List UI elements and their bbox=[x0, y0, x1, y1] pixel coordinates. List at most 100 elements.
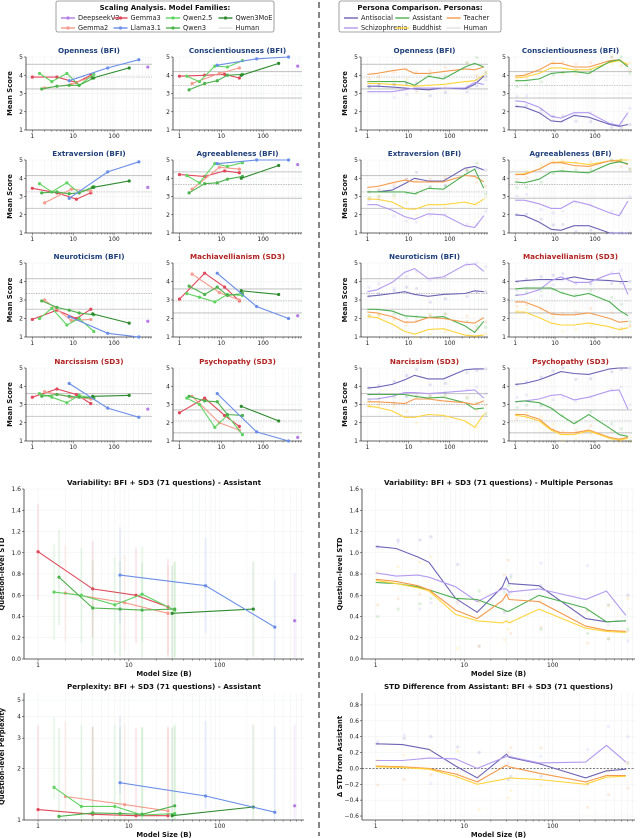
legend-label: Human bbox=[464, 24, 488, 32]
scatter-point bbox=[475, 180, 479, 184]
series-llama31 bbox=[67, 315, 141, 339]
y-tick-label: 3 bbox=[166, 402, 170, 409]
scatter-point bbox=[539, 217, 543, 221]
scatter-point bbox=[396, 596, 400, 601]
chart-title: Variability: BFI + SD3 (71 questions) - … bbox=[67, 478, 262, 487]
scatter-point bbox=[392, 193, 396, 197]
scatter-point bbox=[414, 395, 419, 400]
series-llama31 bbox=[215, 391, 291, 443]
scatter-point bbox=[367, 80, 371, 84]
data-point bbox=[203, 584, 208, 588]
scatter-point bbox=[465, 396, 469, 400]
y-tick-label: 2 bbox=[354, 109, 358, 116]
scatter-point bbox=[465, 61, 469, 65]
scatter-point bbox=[509, 573, 513, 577]
scatter-point bbox=[402, 736, 406, 740]
scatter-point bbox=[377, 187, 381, 191]
scatter-point bbox=[539, 163, 543, 167]
scatter-point bbox=[515, 304, 519, 308]
data-point bbox=[185, 291, 189, 296]
data-point bbox=[177, 74, 182, 78]
scatter-point bbox=[515, 177, 519, 181]
data-point bbox=[273, 625, 277, 629]
scatter-point bbox=[589, 61, 593, 65]
data-point bbox=[277, 292, 281, 297]
scatter-point bbox=[539, 168, 543, 173]
data-point bbox=[52, 785, 56, 789]
y-tick-label: 4 bbox=[354, 175, 358, 182]
scatter-point bbox=[574, 119, 578, 123]
scatter-point bbox=[626, 629, 630, 633]
data-point bbox=[237, 424, 241, 428]
series-qwen3moe bbox=[91, 312, 131, 325]
data-point bbox=[203, 399, 207, 403]
data-point bbox=[55, 190, 59, 194]
data-point bbox=[74, 392, 79, 397]
series-line bbox=[217, 159, 289, 165]
data-point bbox=[197, 295, 202, 299]
scatter-point bbox=[626, 639, 630, 643]
data-point bbox=[203, 182, 207, 186]
scatter-point bbox=[414, 213, 419, 217]
chart-panel: 1 2 3 4 5 1 10 100 Narcissism (SD3) Mean Score bbox=[6, 357, 152, 451]
chart-title: Extraversion (BFI) bbox=[52, 149, 125, 158]
chart-panel: 1 2 3 4 5 1 10 100 Psychopathy (SD3) bbox=[502, 357, 632, 451]
scatter-point bbox=[515, 84, 519, 89]
data-point bbox=[293, 619, 297, 623]
series-gemma2 bbox=[190, 272, 241, 302]
x-tick-label: 1 bbox=[513, 340, 517, 347]
data-point bbox=[187, 191, 191, 195]
series-schizophrenia bbox=[367, 197, 488, 229]
chart-title: Variability: BFI + SD3 (71 questions) - … bbox=[384, 478, 613, 487]
data-point bbox=[37, 71, 42, 76]
y-tick-label: 0.4 bbox=[349, 614, 359, 621]
scatter-point bbox=[539, 67, 543, 71]
scatter-point bbox=[619, 281, 623, 285]
scatter-point bbox=[367, 77, 371, 81]
scatter-point bbox=[428, 177, 432, 181]
scatter-point bbox=[539, 627, 543, 631]
chart-panel: 1 2 3 4 5 1 10 100 Extraversion (BFI) Mean Score bbox=[6, 149, 152, 243]
data-point bbox=[118, 607, 122, 611]
scatter-point bbox=[628, 324, 632, 328]
scatter-point bbox=[561, 366, 565, 370]
data-point bbox=[177, 297, 182, 301]
series-qwen25 bbox=[185, 59, 245, 84]
legend-item: Llama3.1 bbox=[113, 24, 161, 32]
grid bbox=[24, 693, 304, 821]
legend-item: Buddhist bbox=[395, 24, 442, 32]
data-point bbox=[43, 390, 47, 394]
scatter-point bbox=[606, 623, 611, 627]
y-axis-label: Mean Score bbox=[341, 277, 349, 322]
series-teacher bbox=[367, 311, 488, 331]
scatter-point bbox=[539, 275, 543, 279]
scatter-point bbox=[585, 563, 590, 568]
scatter-point bbox=[404, 219, 409, 223]
scatter-point bbox=[506, 584, 511, 588]
legend-legend_left: Scaling Analysis. Model Families: Deepsee… bbox=[55, 0, 275, 33]
data-point bbox=[223, 285, 227, 289]
y-axis-label: Δ STD from Assistant bbox=[336, 715, 344, 797]
scatter-point bbox=[475, 408, 479, 412]
scatter-point bbox=[574, 112, 578, 116]
scatter-point bbox=[484, 71, 488, 75]
x-tick-label: 1 bbox=[178, 236, 182, 243]
legend-legend_right: Persona Comparison. Personas: Antisocial A… bbox=[338, 0, 502, 33]
scatter-point bbox=[626, 761, 630, 765]
x-tick-label: 10 bbox=[69, 236, 77, 243]
series-assistant bbox=[515, 158, 632, 190]
chart-title: Machiavellianism (SD3) bbox=[523, 252, 618, 261]
scatter-point bbox=[429, 535, 433, 539]
scatter-point bbox=[367, 198, 371, 202]
data-point bbox=[65, 181, 69, 185]
legend-marker bbox=[118, 16, 123, 20]
scatter-point bbox=[443, 381, 447, 385]
scatter-point bbox=[475, 55, 479, 60]
series-line bbox=[515, 100, 629, 127]
scatter-point bbox=[610, 295, 614, 300]
series-qwen3moe bbox=[239, 61, 281, 77]
y-tick-label: 5 bbox=[166, 260, 170, 267]
series-line bbox=[515, 287, 629, 317]
scatter-point bbox=[574, 377, 578, 381]
data-point bbox=[213, 64, 217, 68]
